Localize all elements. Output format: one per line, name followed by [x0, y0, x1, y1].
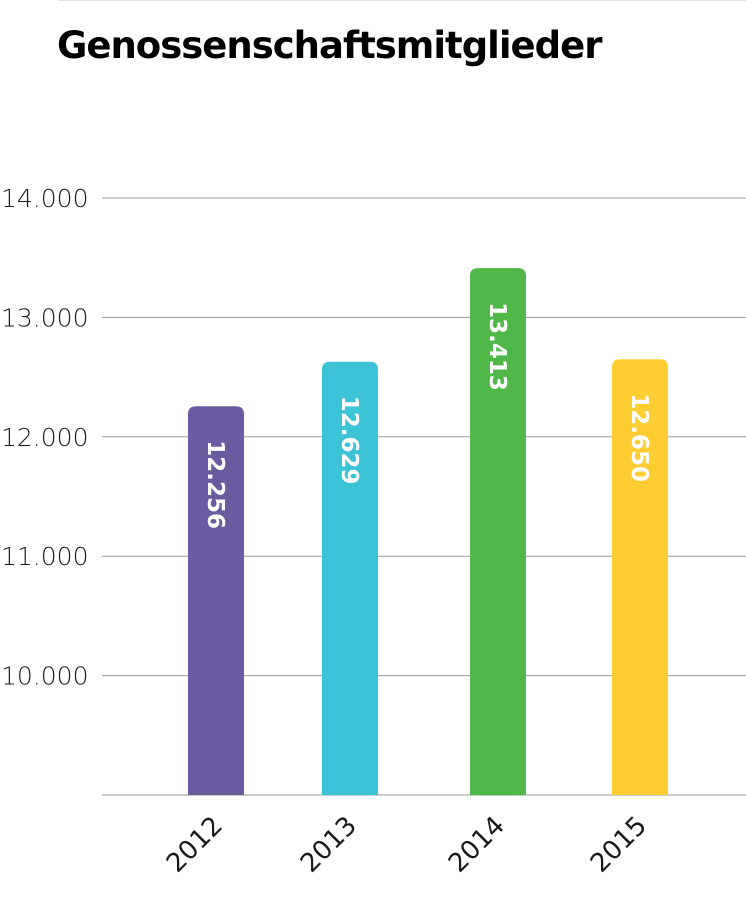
y-tick-label: 13.000 — [1, 303, 88, 332]
bar-value-label: 13.413 — [484, 302, 510, 391]
bar-value-label: 12.650 — [626, 393, 652, 482]
bar-2013 — [322, 361, 378, 795]
chart-title: Genossenschaftsmitglieder — [57, 24, 602, 67]
y-tick-label: 10.000 — [1, 662, 88, 691]
y-tick-label: 14.000 — [1, 184, 88, 213]
bars: 12.256 12.629 13.413 12.650 — [188, 268, 668, 796]
x-tick-label: 2015 — [585, 811, 653, 879]
bar-2014 — [470, 268, 526, 796]
y-tick-label: 11.000 — [1, 542, 88, 571]
y-axis-tick-labels: 10.000 11.000 12.000 13.000 14.000 — [1, 184, 88, 691]
y-tick-label: 12.000 — [1, 423, 88, 452]
bar-value-label: 12.256 — [202, 440, 228, 529]
x-tick-label: 2013 — [295, 811, 363, 879]
bar-value-label: 12.629 — [336, 396, 362, 485]
bar-2012 — [188, 406, 244, 795]
x-axis-tick-labels: 2012 2013 2014 2015 — [161, 811, 653, 879]
x-tick-label: 2014 — [443, 811, 511, 879]
x-tick-label: 2012 — [161, 811, 229, 879]
bar-2015 — [612, 359, 668, 795]
top-divider — [58, 0, 746, 1]
